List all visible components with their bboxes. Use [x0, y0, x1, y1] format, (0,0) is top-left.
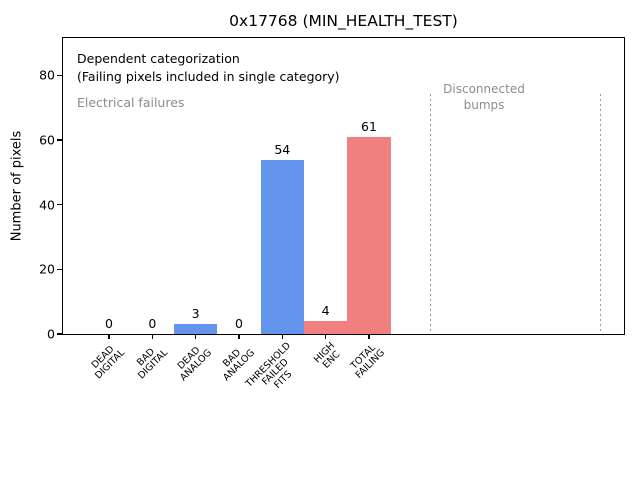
x-tick-label-text: HIGH ENC: [311, 340, 343, 372]
annotation-disconnected-bumps: Disconnected bumps: [443, 82, 525, 112]
plot-area: Dependent categorization (Failing pixels…: [39, 37, 625, 391]
x-tick-mark: [281, 335, 283, 339]
y-tick-label: 40: [39, 197, 55, 213]
y-tick-mark: [57, 74, 62, 77]
bar-value-label: 61: [361, 118, 377, 134]
annotation-electrical-failures: Electrical failures: [77, 95, 185, 110]
y-tick-mark: [57, 204, 62, 206]
bar-value-label: 54: [274, 141, 291, 157]
y-tick-label: 0: [47, 326, 55, 342]
x-tick-mark: [238, 335, 240, 339]
y-tick-mark: [57, 333, 62, 335]
y-axis-label: Number of pixels: [9, 130, 25, 242]
annotation-dependent-categorization: Dependent categorization: [77, 51, 240, 66]
x-tick-mark: [325, 335, 327, 339]
bar-value-label: 3: [191, 306, 200, 322]
x-tick-mark: [195, 335, 197, 339]
bar-high-enc: [303, 321, 348, 334]
x-tick-mark: [151, 335, 153, 339]
y-tick-label: 60: [39, 132, 55, 148]
y-tick-label: 20: [39, 261, 55, 277]
dotted-divider-line: [429, 93, 432, 334]
bar-dead-analog: [173, 324, 218, 334]
bar-value-label: 0: [148, 316, 157, 331]
y-tick-label: 80: [39, 67, 55, 83]
y-tick-mark: [57, 268, 62, 271]
chart-title: 0x17768 (MIN_HEALTH_TEST): [229, 12, 458, 30]
annotation-failing-pixels-note: (Failing pixels included in single categ…: [77, 69, 340, 84]
bar-value-label: 0: [235, 316, 243, 331]
x-tick-mark: [108, 335, 110, 339]
bar-value-label: 4: [321, 303, 330, 319]
bar-value-label: 0: [105, 316, 113, 331]
bar-total-failing: [347, 136, 391, 334]
x-tick-mark: [368, 335, 370, 339]
dotted-divider-line: [599, 93, 602, 334]
y-tick-mark: [57, 139, 62, 141]
x-tick-label-text: TOTAL FAILING: [348, 342, 388, 382]
bar-threshold-failed-fits: [260, 159, 304, 334]
